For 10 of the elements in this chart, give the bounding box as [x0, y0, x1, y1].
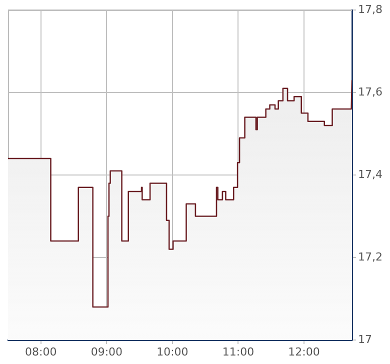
- y-tick-label: 17,6: [358, 85, 382, 98]
- y-tick-label: 17,4: [358, 168, 382, 181]
- y-tick-label: 17: [358, 332, 372, 346]
- x-tick-label: 08:00: [25, 345, 57, 358]
- x-tick-label: 09:00: [90, 345, 123, 358]
- x-tick-label: 12:00: [288, 345, 320, 358]
- x-tick-label: 11:00: [222, 345, 254, 358]
- y-tick-label: 17,8: [358, 2, 382, 16]
- y-tick-label: 17,2: [358, 250, 382, 264]
- x-tick-label: 10:00: [156, 345, 188, 358]
